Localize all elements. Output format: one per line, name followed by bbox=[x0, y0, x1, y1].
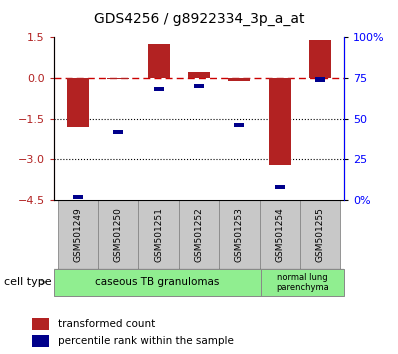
Text: GSM501251: GSM501251 bbox=[154, 207, 163, 262]
Bar bbox=[154, 87, 164, 91]
Bar bbox=[300, 200, 340, 269]
Bar bbox=[228, 78, 250, 81]
Bar bbox=[139, 200, 179, 269]
Bar bbox=[309, 40, 331, 78]
Text: GSM501254: GSM501254 bbox=[275, 207, 284, 262]
Text: GSM501249: GSM501249 bbox=[74, 207, 82, 262]
Bar bbox=[269, 78, 291, 165]
Bar bbox=[54, 269, 261, 296]
Text: cell type: cell type bbox=[4, 277, 52, 287]
Text: GSM501252: GSM501252 bbox=[195, 207, 203, 262]
Bar bbox=[315, 78, 325, 81]
Text: normal lung
parenchyma: normal lung parenchyma bbox=[276, 273, 329, 292]
Text: caseous TB granulomas: caseous TB granulomas bbox=[95, 277, 220, 287]
Text: GDS4256 / g8922334_3p_a_at: GDS4256 / g8922334_3p_a_at bbox=[94, 12, 304, 27]
Text: percentile rank within the sample: percentile rank within the sample bbox=[58, 336, 234, 346]
Bar bbox=[73, 195, 83, 199]
Bar bbox=[107, 78, 129, 79]
Bar bbox=[259, 200, 300, 269]
Text: transformed count: transformed count bbox=[58, 319, 155, 329]
Bar bbox=[179, 200, 219, 269]
Text: GSM501253: GSM501253 bbox=[235, 207, 244, 262]
Bar bbox=[67, 78, 89, 127]
Bar bbox=[148, 44, 170, 78]
Bar bbox=[275, 185, 285, 189]
Bar bbox=[219, 200, 259, 269]
Bar bbox=[113, 130, 123, 134]
Bar bbox=[32, 335, 49, 347]
Bar bbox=[58, 200, 98, 269]
Bar bbox=[32, 318, 49, 330]
Bar bbox=[98, 200, 139, 269]
Bar bbox=[234, 123, 244, 127]
Bar bbox=[261, 269, 344, 296]
Bar bbox=[188, 73, 210, 78]
Bar bbox=[194, 84, 204, 88]
Text: GSM501250: GSM501250 bbox=[114, 207, 123, 262]
Text: GSM501255: GSM501255 bbox=[316, 207, 324, 262]
